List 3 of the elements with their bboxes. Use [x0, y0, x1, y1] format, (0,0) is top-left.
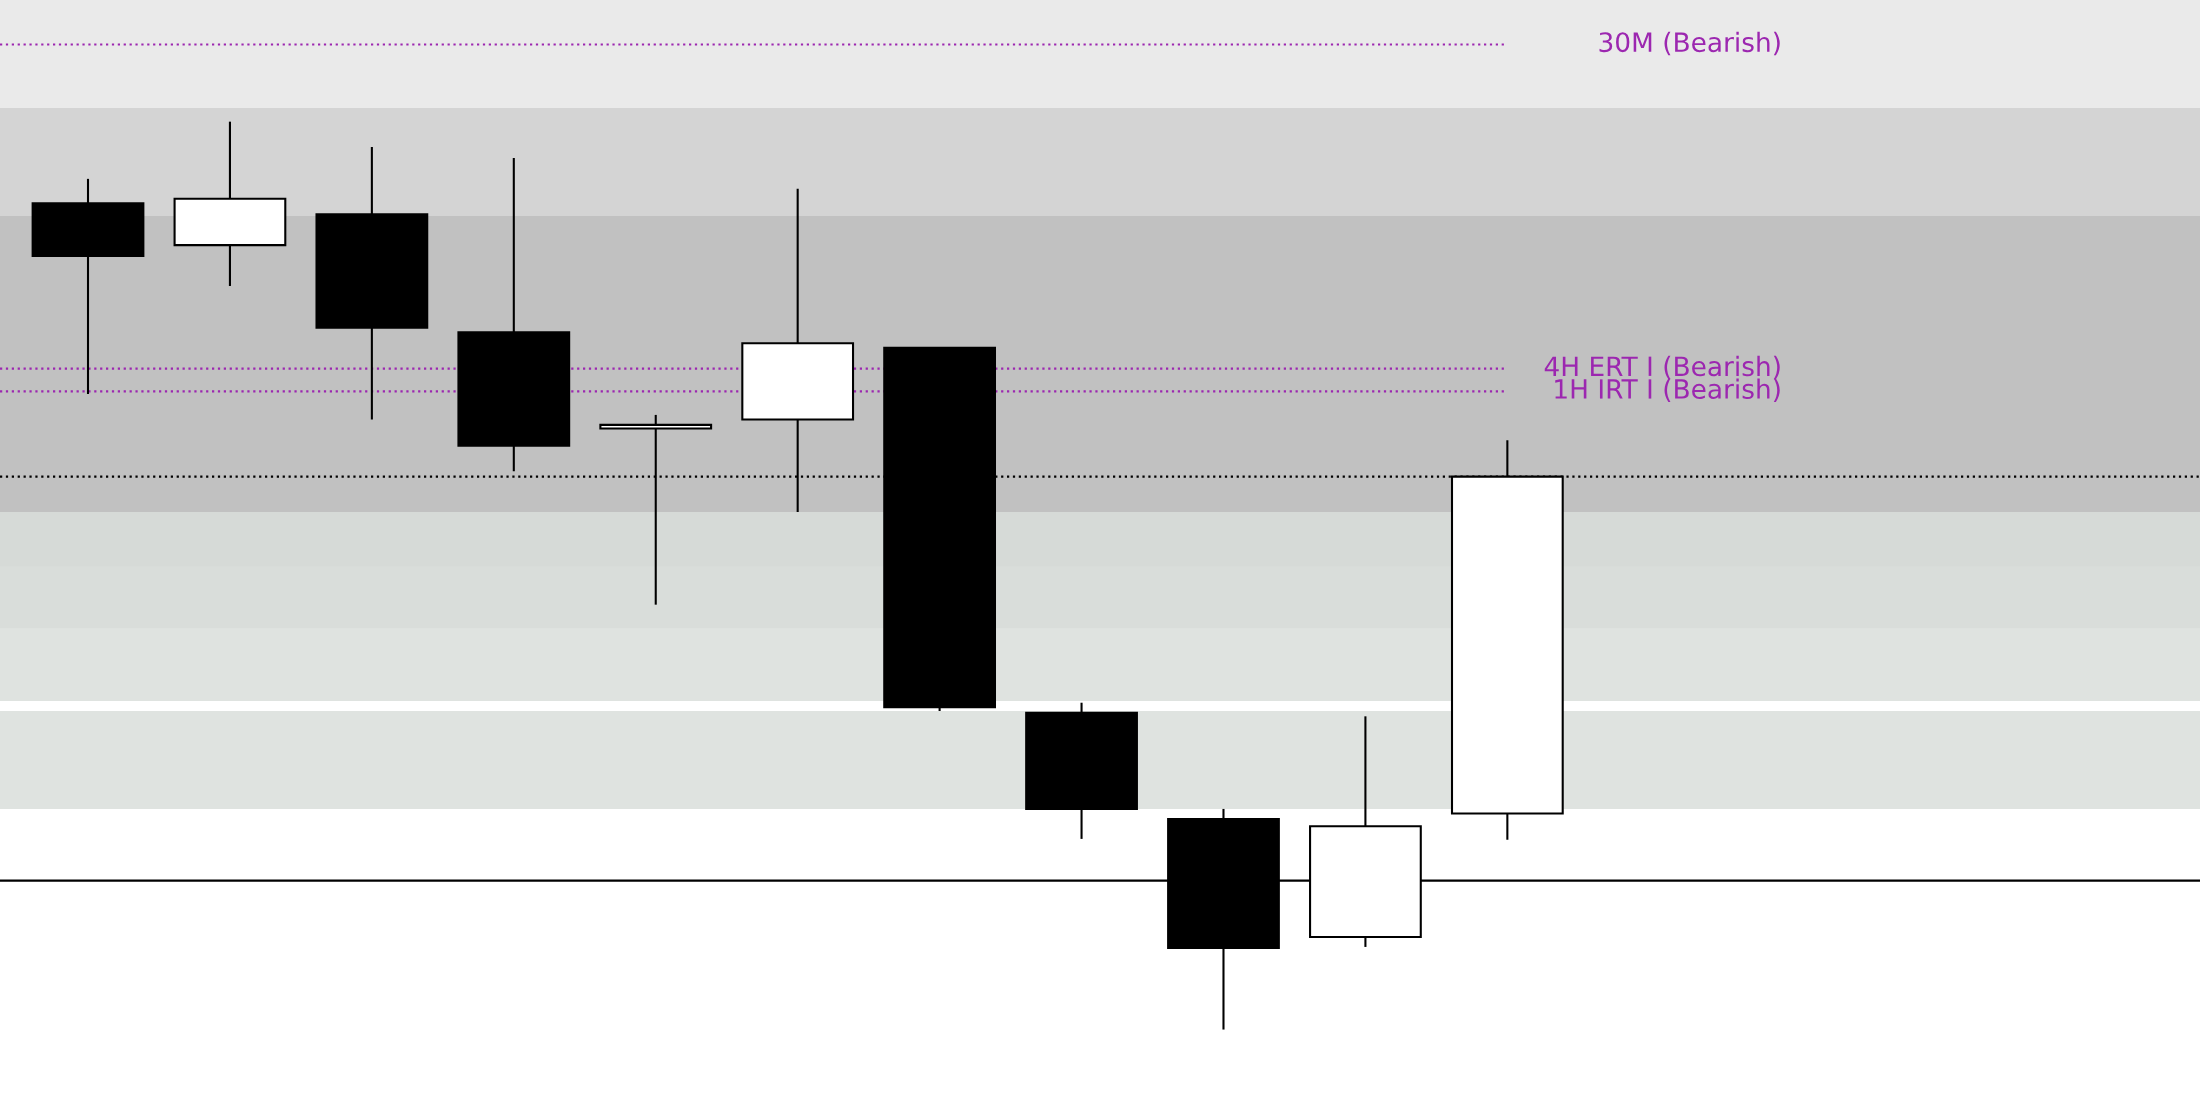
ref-line-label: 4H ERT I (Bearish)	[1544, 355, 1780, 380]
ref-line-label: 30M (Bearish)	[1599, 31, 1780, 56]
ref-line-label: 1H IRT I (Bearish)	[1555, 378, 1780, 403]
